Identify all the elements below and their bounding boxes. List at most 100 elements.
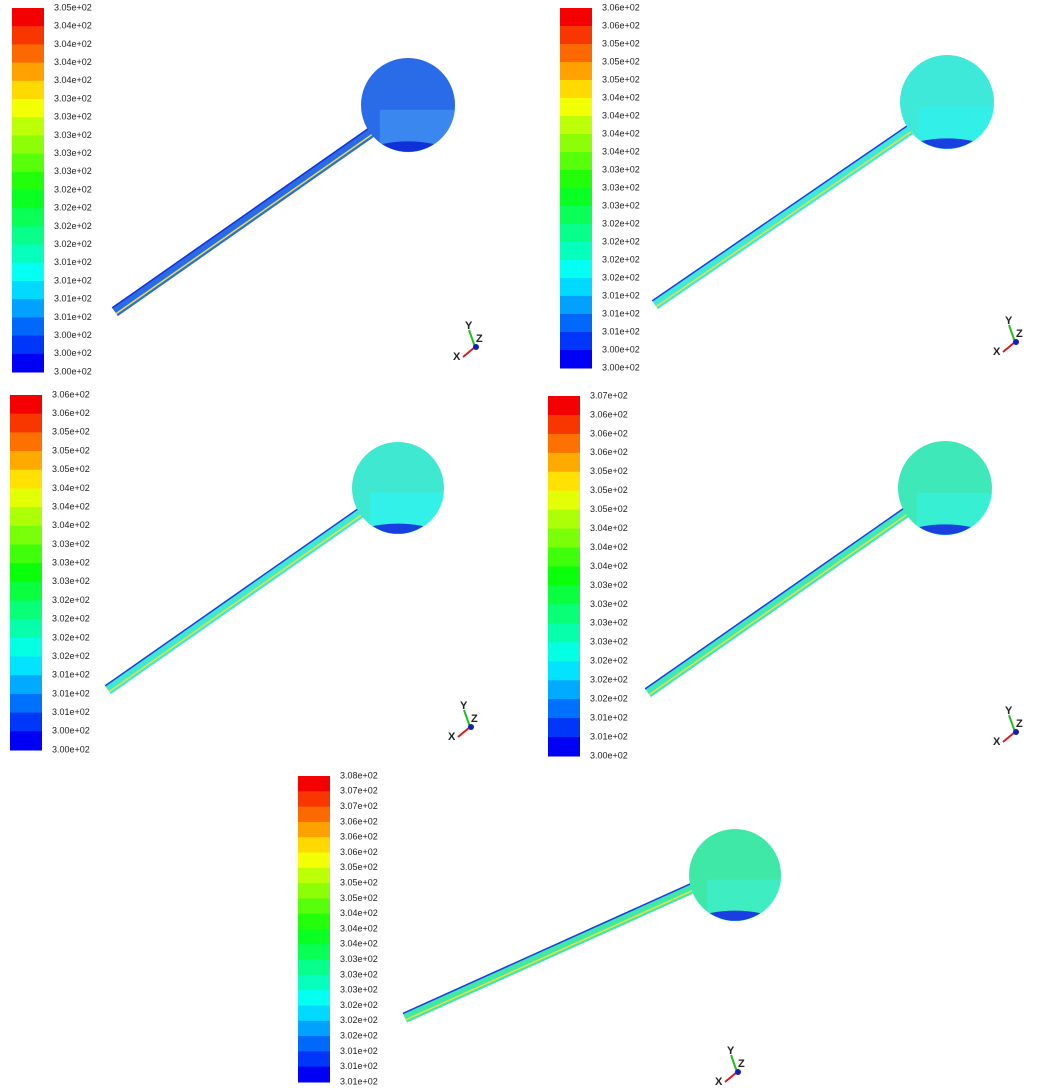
colorbar-band [548,585,580,604]
colorbar-label: 3.05e+02 [340,893,378,903]
colorbar-band [548,680,580,699]
colorbar-label: 3.03e+02 [340,969,378,979]
colorbar-label: 3.02e+02 [54,203,92,213]
colorbar-band [10,507,42,526]
colorbar-label: 3.03e+02 [54,166,92,176]
colorbar-band [548,434,580,453]
colorbar-label: 3.01e+02 [52,670,90,680]
colorbar-label: 3.01e+02 [590,731,628,741]
colorbar-label: 3.00e+02 [54,366,92,376]
colorbar-label: 3.03e+02 [54,130,92,140]
colorbar-band [548,699,580,718]
colorbar-band [298,914,330,930]
colorbar-band [560,80,592,99]
colorbar-band [298,883,330,899]
colorbar-band [548,510,580,529]
colorbar-label: 3.02e+02 [602,272,640,282]
colorbar-label: 3.04e+02 [602,110,640,120]
colorbar-band [548,718,580,737]
colorbar-band [560,26,592,45]
colorbar-band [298,822,330,838]
colorbar-band [298,1021,330,1037]
axis-label: X [448,731,456,743]
contour-panel: 3.07e+023.06e+023.06e+023.06e+023.05e+02… [548,390,1023,760]
colorbar-band [548,415,580,434]
pipe [105,506,368,694]
pipe-edge [105,506,362,686]
colorbar-label: 3.03e+02 [590,580,628,590]
colorbar-label: 3.04e+02 [54,57,92,67]
colorbar-band [298,837,330,853]
colorbar-band [10,432,42,451]
axis-label: X [453,351,461,363]
colorbar-band [12,263,44,282]
colorbar-label: 3.02e+02 [340,1030,378,1040]
colorbar-label: 3.02e+02 [602,236,640,246]
colorbar-band [10,544,42,563]
colorbar-label: 3.05e+02 [590,466,628,476]
colorbar-label: 3.05e+02 [52,464,90,474]
colorbar-band [548,453,580,472]
triad-y [1009,715,1015,732]
contour-panel: 3.06e+023.06e+023.05e+023.05e+023.05e+02… [560,2,1023,372]
colorbar-band [10,675,42,694]
colorbar-band [12,81,44,100]
colorbar-label: 3.05e+02 [590,504,628,514]
colorbar-label: 3.02e+02 [590,694,628,704]
axis-triad: XYZ [715,1045,745,1088]
axis-label: Z [738,1058,745,1070]
colorbar-label: 3.03e+02 [590,618,628,628]
colorbar-band [12,135,44,154]
axis-label: Y [465,320,473,332]
colorbar-band [298,975,330,991]
colorbar-band [298,807,330,823]
colorbar-label: 3.01e+02 [54,275,92,285]
colorbar-label: 3.07e+02 [340,786,378,796]
colorbar-band [548,661,580,680]
colorbar-band [548,623,580,642]
colorbar-band [560,224,592,243]
pipe-edge [116,132,376,314]
colorbar-band [548,472,580,491]
colorbar-label: 3.07e+02 [340,801,378,811]
colorbar-band [298,776,330,792]
colorbar-band [10,694,42,713]
colorbar-band [10,601,42,620]
colorbar-band [10,563,42,582]
colorbar-label: 3.01e+02 [54,257,92,267]
colorbar-label: 3.03e+02 [54,112,92,122]
colorbar-label: 3.04e+02 [52,501,90,511]
colorbar-label: 3.02e+02 [340,1015,378,1025]
colorbar-band [12,172,44,191]
colorbar-label: 3.01e+02 [52,707,90,717]
colorbar-label: 3.02e+02 [54,221,92,231]
colorbar-label: 3.01e+02 [54,294,92,304]
colorbar-band [10,657,42,676]
colorbar-label: 3.03e+02 [340,954,378,964]
colorbar-band [10,470,42,489]
colorbar-band [298,1067,330,1083]
axis-label: Y [1005,315,1013,327]
colorbar-label: 3.02e+02 [602,218,640,228]
colorbar-label: 3.02e+02 [590,675,628,685]
colorbar-label: 3.06e+02 [602,20,640,30]
colorbar-label: 3.04e+02 [52,520,90,530]
colorbar-label: 3.06e+02 [590,428,628,438]
colorbar-band [560,62,592,81]
colorbar-label: 3.03e+02 [602,164,640,174]
colorbar-band [548,567,580,586]
colorbar-label: 3.06e+02 [52,389,90,399]
colorbar-band [12,317,44,336]
colorbar-band [12,8,44,27]
colorbar-label: 3.04e+02 [54,39,92,49]
colorbar-label: 3.00e+02 [52,744,90,754]
colorbar-label: 3.04e+02 [52,483,90,493]
colorbar-label: 3.05e+02 [602,56,640,66]
axis-label: X [993,736,1001,748]
colorbar-band [548,529,580,548]
triad-x [1003,732,1015,742]
pipe-edge [109,512,366,692]
colorbar-label: 3.06e+02 [52,408,90,418]
colorbar-band [12,299,44,318]
colorbar-label: 3.00e+02 [54,348,92,358]
